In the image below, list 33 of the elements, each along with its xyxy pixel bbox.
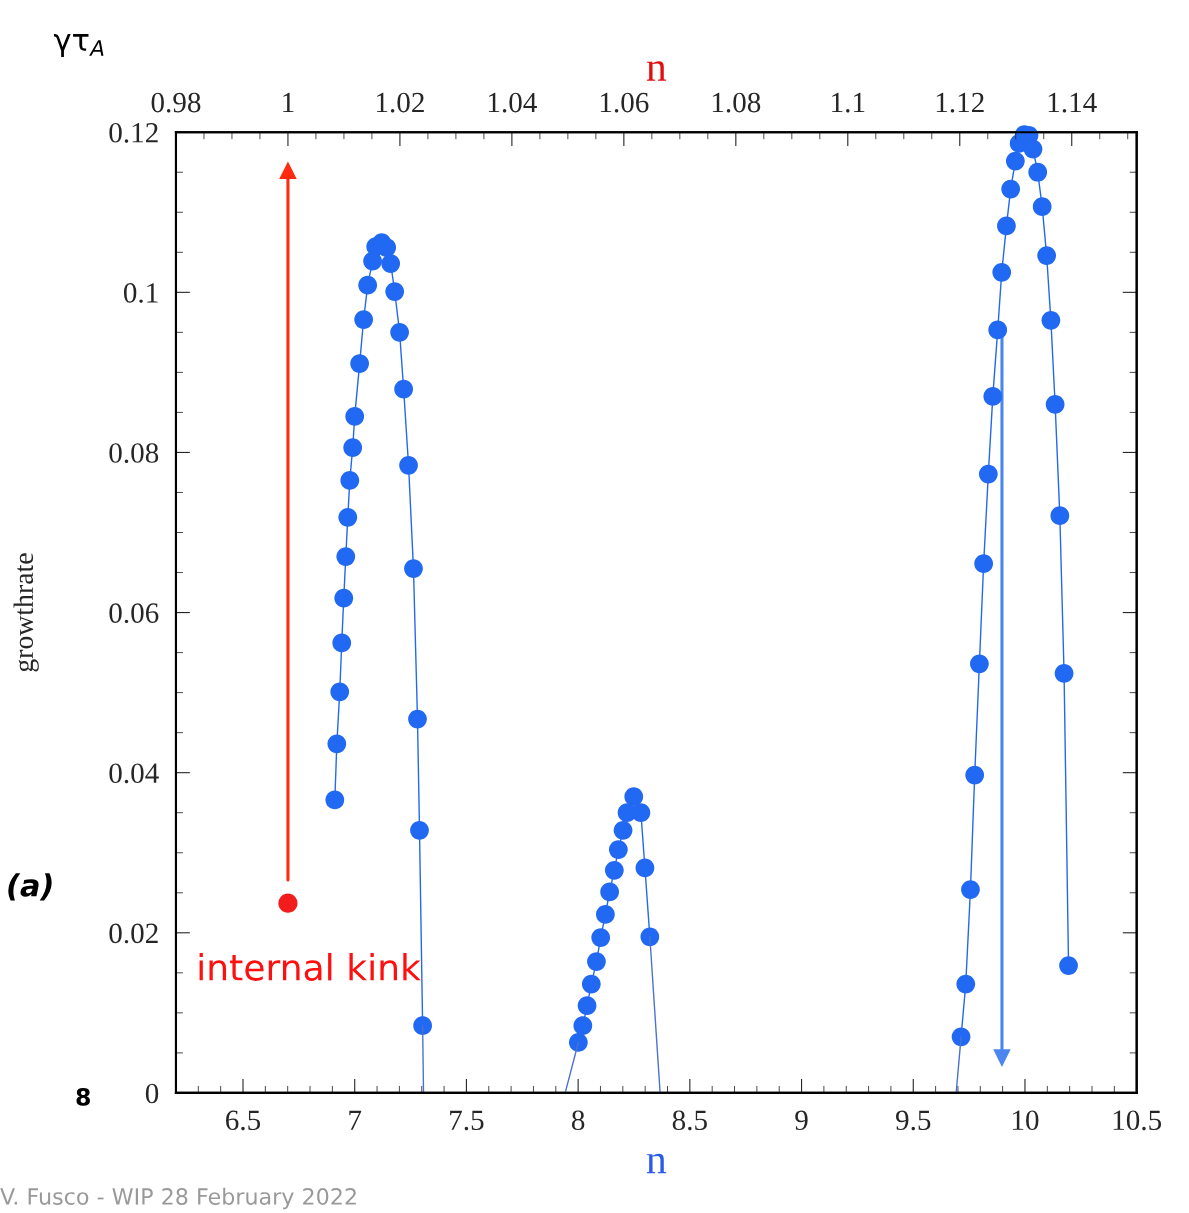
x2-tick-label: 1.08 <box>712 92 761 113</box>
y-tick-label: 0.12 <box>109 122 158 143</box>
x2-tick-label: 1.02 <box>376 92 424 113</box>
x-tick-label: 7 <box>349 1110 362 1130</box>
x-tick-label: 10.5 <box>1113 1110 1162 1131</box>
x2-axis-title: n <box>646 61 667 81</box>
annotation: internal kink <box>199 952 421 981</box>
x2-tick-label: 1.06 <box>600 92 649 113</box>
x2-tick-label: 1.14 <box>1048 92 1097 113</box>
y-tick-label: 0.1 <box>123 283 158 303</box>
x2-tick-label: 1.1 <box>832 92 865 113</box>
x-tick-label: 9 <box>795 1110 808 1131</box>
x-axis-title: n <box>646 1153 667 1174</box>
x-tick-label: 8.5 <box>672 1110 707 1131</box>
y-tick-label: 0.04 <box>109 763 159 784</box>
y-tick-label: 0 <box>145 1083 159 1104</box>
x2-tick-label: 0.98 <box>151 92 201 113</box>
y-tick-label: 0.02 <box>109 923 158 944</box>
x2-tick-label: 1 <box>283 92 294 113</box>
text: γτ$_{A}$ <box>53 34 104 58</box>
y-tick-label: 0.08 <box>109 443 159 463</box>
x-tick-label: 7.5 <box>450 1110 484 1131</box>
text: (a) <box>8 873 52 901</box>
x-tick-label: 9.5 <box>895 1110 931 1131</box>
y-tick-label: 0.06 <box>109 603 159 624</box>
x2-tick-label: 1.04 <box>488 92 537 113</box>
text: V. Fusco - WIP 28 February 2022 <box>0 1187 356 1210</box>
x-tick-label: 6.5 <box>226 1110 261 1131</box>
y-axis-title: growthrate <box>13 553 39 672</box>
text: 8 <box>76 1087 90 1106</box>
x2-tick-label: 1.12 <box>936 92 984 113</box>
x-tick-label: 10 <box>1012 1110 1039 1131</box>
x-tick-label: 8 <box>571 1110 585 1131</box>
